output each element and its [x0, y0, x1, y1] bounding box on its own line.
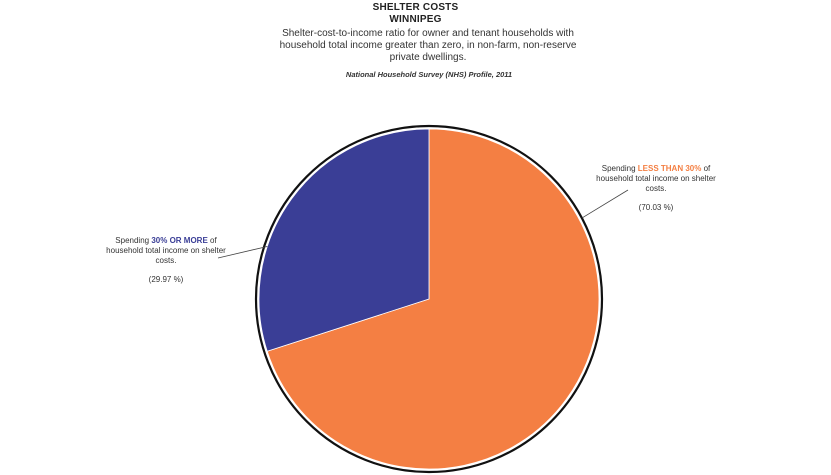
- chart-title: SHELTER COSTS: [372, 2, 459, 13]
- pie-outline: [254, 124, 604, 474]
- label-30-or-more-suffix: of household total income on shelter cos…: [106, 236, 226, 265]
- label-30-or-more-highlight: 30% OR MORE: [151, 236, 208, 245]
- chart-source: National Household Survey (NHS) Profile,…: [345, 70, 513, 79]
- label-less-than-30-suffix: of household total income on shelter cos…: [596, 164, 716, 193]
- label-less-than-30: Spending LESS THAN 30% of household tota…: [596, 164, 716, 213]
- label-30-or-more: Spending 30% OR MORE of household total …: [103, 236, 229, 285]
- leader-line-30-or-more: [217, 246, 268, 259]
- value-less-than-30: (70.03 %): [638, 203, 674, 212]
- leader-line-less-than-30: [581, 189, 629, 219]
- label-30-or-more-prefix: Spending: [115, 236, 152, 245]
- pie-slice-30-or-more: [258, 128, 430, 352]
- chart-subtitle: Shelter-cost-to-income ratio for owner a…: [279, 28, 577, 63]
- value-30-or-more: (29.97 %): [148, 275, 184, 284]
- label-less-than-30-highlight: LESS THAN 30%: [637, 164, 702, 173]
- pie-slice-less-than-30: [266, 128, 600, 470]
- chart-title-city: WINNIPEG: [389, 14, 442, 25]
- label-less-than-30-prefix: Spending: [601, 164, 638, 173]
